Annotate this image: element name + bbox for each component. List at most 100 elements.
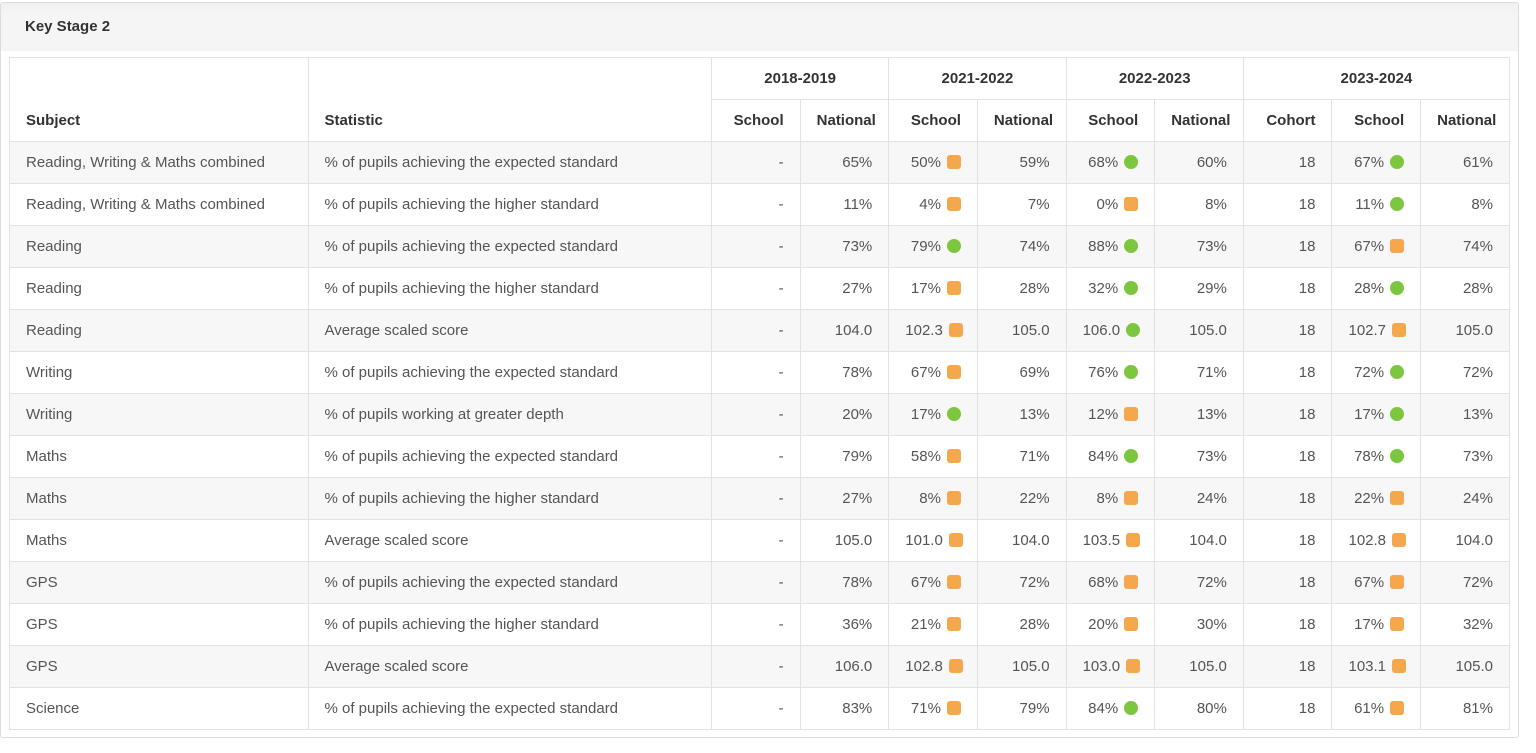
value-cell: 84% (1065, 435, 1156, 478)
value-cell: - (711, 687, 801, 730)
table-row: Maths Average scaled score - 105.0 101.0 104.… (9, 519, 1510, 562)
cell-value: 17% (1354, 406, 1385, 423)
cell-value: 103.0 (1082, 658, 1121, 675)
table-row: Maths% of pupils achieving the higher st… (9, 477, 1510, 520)
value-cell: 30% (1154, 603, 1244, 646)
value-cell: - (711, 309, 801, 352)
value-cell: 71% (1154, 351, 1244, 394)
value-cell: 73% (1154, 435, 1244, 478)
value-cell: 59% (976, 141, 1067, 184)
cell-value: 50% (910, 154, 941, 171)
table-row: Reading% of pupils achieving the higher … (9, 267, 1510, 310)
value-cell: 18 (1242, 351, 1333, 394)
cell-value: 67% (910, 574, 941, 591)
column-header-statistic: Statistic (307, 57, 712, 142)
value-cell: 22% (1331, 477, 1422, 520)
cell-value: 29% (1196, 280, 1227, 297)
panel-title: Key Stage 2 (1, 3, 1518, 51)
value-cell: 104.0 (1420, 519, 1510, 562)
below-national-icon (946, 701, 961, 715)
cell-value: 28% (1019, 616, 1050, 633)
value-cell: 18 (1242, 183, 1333, 226)
cell-value: 60% (1196, 154, 1227, 171)
cell-value: 79% (1019, 700, 1050, 717)
value-cell: 18 (1242, 435, 1333, 478)
below-national-icon (1392, 659, 1407, 673)
cell-value: 71% (910, 700, 941, 717)
value-cell: - (711, 351, 801, 394)
value-cell: 67% (1331, 561, 1422, 604)
year-group-header-2023-2024: 2023-2024 (1242, 57, 1511, 100)
above-national-icon (1124, 701, 1139, 715)
statistic-cell: % of pupils achieving the expected stand… (307, 141, 712, 184)
value-cell: 27% (799, 477, 890, 520)
subject-cell: Reading (9, 267, 309, 310)
cell-value: 72% (1019, 574, 1050, 591)
value-cell: 11% (799, 183, 890, 226)
above-national-icon (1124, 449, 1139, 463)
cell-value: 72% (1354, 364, 1385, 381)
cell-value: 59% (1019, 154, 1050, 171)
sub-header-national: National (1154, 99, 1244, 142)
value-cell: - (711, 477, 801, 520)
value-cell: 71% (888, 687, 978, 730)
value-cell: 18 (1242, 519, 1333, 562)
value-cell: 102.3 (888, 309, 978, 352)
statistic-cell: % of pupils achieving the higher standar… (307, 477, 712, 520)
results-table: Subject Statistic 2018-2019 2021-2022 20… (9, 57, 1511, 730)
value-cell: 105.0 (976, 645, 1067, 688)
cell-value: 0% (1096, 196, 1119, 213)
cell-value: 18 (1298, 280, 1316, 297)
cell-value: 105.0 (1012, 658, 1050, 675)
cell-value: 105.0 (834, 532, 873, 549)
cell-value: 13% (1019, 406, 1050, 423)
table-row: GPS Average scaled score - 106.0 102.8 105.0 1… (9, 645, 1510, 688)
value-cell: 69% (976, 351, 1067, 394)
cell-value: 105.0 (1189, 658, 1227, 675)
table-body: Reading, Writing & Maths combined% of pu… (9, 141, 1510, 730)
value-cell: 27% (799, 267, 890, 310)
cell-value: 102.8 (1348, 532, 1387, 549)
subject-cell: Science (9, 687, 309, 730)
sub-header-row: School National School National School N… (10, 99, 1510, 142)
cell-value: 32% (1462, 616, 1493, 633)
value-cell: - (711, 603, 801, 646)
value-cell: 8% (1065, 477, 1156, 520)
cell-value: 21% (910, 616, 941, 633)
value-cell: 60% (1154, 141, 1244, 184)
cell-value: - (778, 658, 784, 675)
cell-value: 18 (1298, 616, 1316, 633)
statistic-cell: Average scaled score (307, 309, 712, 352)
subject-cell: Writing (9, 393, 309, 436)
cell-value: 4% (919, 196, 941, 213)
cell-value: 104.0 (834, 322, 873, 339)
value-cell: 73% (1420, 435, 1510, 478)
above-national-icon (1124, 365, 1139, 379)
value-cell: 18 (1242, 267, 1333, 310)
value-cell: 22% (976, 477, 1067, 520)
below-national-icon (1124, 575, 1139, 589)
cell-value: 73% (1462, 448, 1493, 465)
cell-value: 24% (1196, 490, 1227, 507)
above-national-icon (946, 239, 961, 253)
cell-value: 72% (1196, 574, 1227, 591)
value-cell: 18 (1242, 309, 1333, 352)
table-row: Reading, Writing & Maths combined% of pu… (9, 141, 1510, 184)
value-cell: 18 (1242, 645, 1333, 688)
below-national-icon (946, 155, 961, 169)
cell-value: 67% (1354, 154, 1385, 171)
cell-value: - (778, 616, 784, 633)
below-national-icon (1390, 575, 1405, 589)
cell-value: 22% (1354, 490, 1385, 507)
below-national-icon (1126, 659, 1141, 673)
statistic-cell: % of pupils achieving the expected stand… (307, 351, 712, 394)
value-cell: 68% (1065, 561, 1156, 604)
value-cell: - (711, 267, 801, 310)
year-group-header-2018-2019: 2018-2019 (710, 57, 890, 100)
panel-body: Subject Statistic 2018-2019 2021-2022 20… (1, 51, 1518, 737)
cell-value: 72% (1462, 574, 1493, 591)
value-cell: 28% (1420, 267, 1510, 310)
cell-value: 78% (842, 364, 873, 381)
cell-value: 18 (1298, 364, 1316, 381)
value-cell: - (711, 561, 801, 604)
